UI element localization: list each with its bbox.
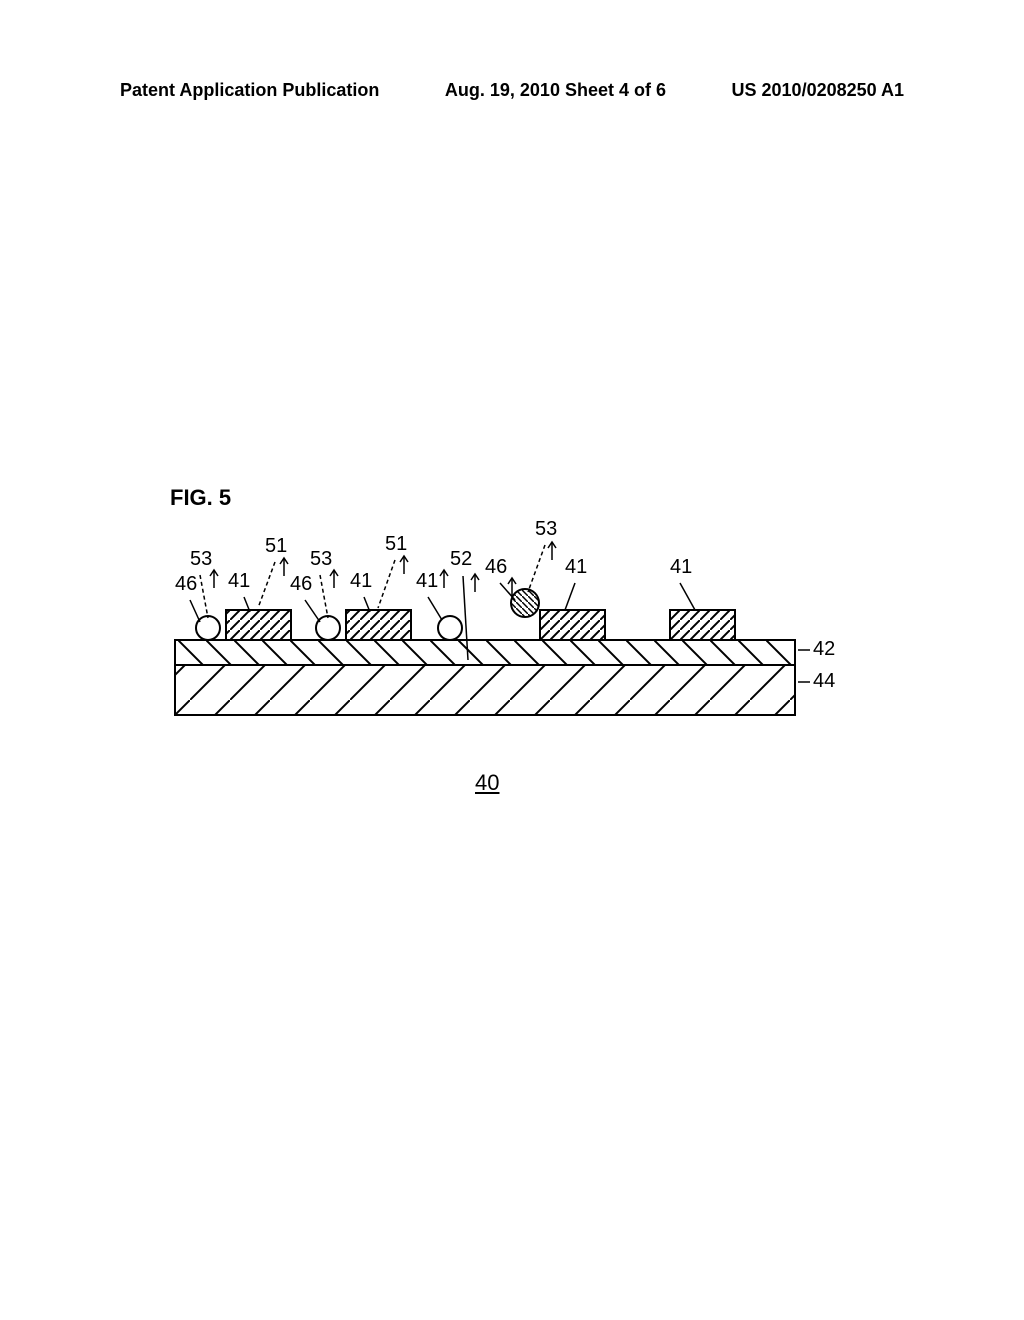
figure-diagram: 53 51 53 51 52 53 46 41 46 41 41 46 41 4…: [150, 500, 850, 760]
svg-text:46: 46: [290, 573, 312, 595]
svg-text:51: 51: [265, 535, 287, 557]
header-pub-number: US 2010/0208250 A1: [732, 80, 904, 101]
svg-text:42: 42: [813, 638, 835, 660]
upper-layer: [175, 640, 795, 665]
svg-text:41: 41: [670, 556, 692, 578]
svg-text:41: 41: [350, 570, 372, 592]
svg-text:41: 41: [565, 556, 587, 578]
ref-labels: 53 51 53 51 52 53 46 41 46 41 41 46 41 4…: [175, 518, 692, 595]
svg-text:41: 41: [416, 570, 438, 592]
header-date-sheet: Aug. 19, 2010 Sheet 4 of 6: [445, 80, 666, 101]
figure-number: 40: [475, 770, 499, 796]
svg-text:51: 51: [385, 533, 407, 555]
header-publication: Patent Application Publication: [120, 80, 379, 101]
substrate-layer: [175, 665, 795, 715]
block-41: [540, 610, 605, 640]
svg-text:44: 44: [813, 670, 835, 692]
svg-text:53: 53: [190, 548, 212, 570]
svg-text:52: 52: [450, 548, 472, 570]
svg-text:46: 46: [175, 573, 197, 595]
svg-text:53: 53: [310, 548, 332, 570]
block-41: [226, 610, 291, 640]
layer-labels: 42 44: [813, 638, 835, 692]
circle-open: [316, 616, 340, 640]
svg-text:53: 53: [535, 518, 557, 540]
circle-hatched: [511, 589, 539, 617]
svg-text:46: 46: [485, 556, 507, 578]
block-41: [670, 610, 735, 640]
svg-text:41: 41: [228, 570, 250, 592]
block-41: [346, 610, 411, 640]
